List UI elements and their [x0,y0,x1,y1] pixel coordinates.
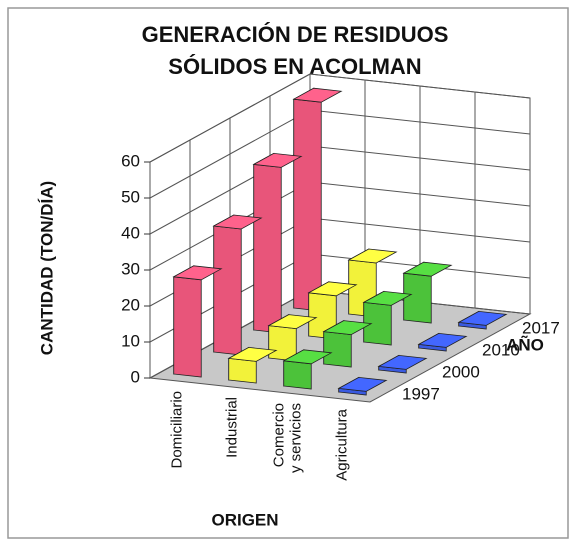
bar-front [283,360,312,390]
y-tick-label: 40 [121,223,140,242]
bar-top [282,349,333,365]
chart-title: GENERACIÓN DE RESIDUOS [142,22,449,47]
bar-front [228,357,257,384]
bar [417,332,468,352]
x-tick-label: Agricultura [333,408,350,480]
bar-top [417,332,468,348]
y-tick-label: 30 [121,259,140,278]
bar-front [293,98,322,312]
bar-top [362,290,413,306]
x-tick-label: Domiciliario [168,391,185,469]
y-tick-label: 50 [121,187,140,206]
bar [362,290,413,346]
chart-title: SÓLIDOS EN ACOLMAN [168,54,421,79]
bar-top [402,261,453,277]
y-tick-label: 60 [121,151,140,170]
grid-line [149,73,531,163]
bar-top [172,265,223,281]
y-axis-label: CANTIDAD (TON/DÍA) [37,181,56,355]
bar [457,310,508,330]
bar-top [457,310,508,326]
bar-front [323,331,352,368]
depth-axis-label: AÑO [506,334,544,354]
y-tick-label: 20 [121,295,140,314]
bar [337,376,388,396]
bar-top [307,281,358,297]
bar-top [267,314,318,330]
bar-front [173,276,202,378]
bar-front [403,272,432,324]
bar-front [268,325,297,362]
bar-top [347,248,398,264]
x-tick-label: Comercio y servicios [270,403,304,477]
bar-top [252,152,303,168]
x-axis-label: ORIGEN [211,510,278,529]
bar [227,346,278,384]
depth-tick-label: 2010 [482,340,520,359]
bar-top [292,87,343,103]
y-tick-label: 10 [121,331,140,350]
depth-tick-label: 2000 [442,362,480,381]
bar [307,281,358,340]
bar [402,261,453,324]
bar [267,313,318,362]
bar-top [212,214,263,230]
bar [212,214,263,356]
bar-front [213,225,242,356]
bar-top [377,354,428,370]
x-tick-label-line: Comercio [270,403,287,467]
bar-front [253,163,282,334]
bar-top [337,376,388,392]
bar-top [227,346,278,362]
x-tick-label-line: y servicios [287,403,304,477]
depth-tick-label: 1997 [402,384,440,403]
bar [282,349,333,390]
depth-tick-label: 2017 [522,318,560,337]
x-tick-label: Industrial [223,397,240,458]
bar [252,152,303,334]
bar [172,265,223,378]
bar [377,354,428,374]
bar-top [322,320,373,336]
y-tick-label: 0 [131,367,140,386]
